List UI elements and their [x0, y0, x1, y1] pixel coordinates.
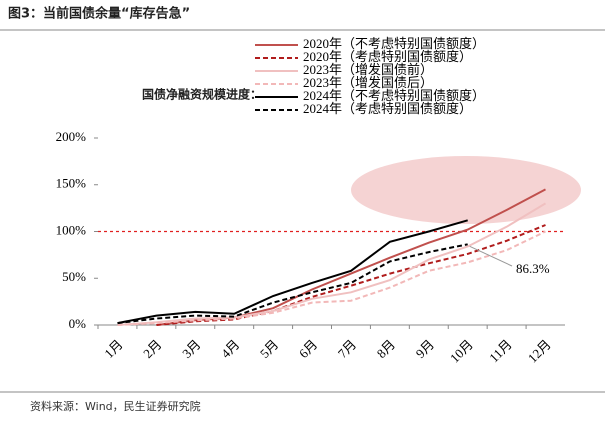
source: 资料来源：Wind，民生证券研究院	[30, 399, 201, 413]
x-tick-label: 5月	[257, 337, 281, 361]
y-tick-label: 150%	[56, 176, 87, 191]
x-tick-label: 10月	[447, 337, 476, 366]
x-tick-label: 3月	[179, 337, 203, 361]
y-tick-label: 100%	[56, 222, 87, 237]
legend-label: 2020年（不考虑特别国债额度）	[303, 36, 485, 51]
x-tick-label: 9月	[413, 337, 437, 361]
y-tick-label: 50%	[62, 269, 86, 284]
legend-label: 2024年（考虑特别国债额度）	[303, 101, 472, 116]
series-line	[117, 202, 547, 326]
x-tick-label: 1月	[101, 337, 125, 361]
legend-label: 2020年（考虑特别国债额度）	[303, 49, 472, 64]
series-line	[117, 219, 468, 325]
y-tick-label: 0%	[69, 316, 87, 331]
annotation: 86.3%	[516, 261, 550, 276]
legend-label: 2023年（增发国债前）	[303, 62, 433, 77]
x-tick-label: 12月	[525, 337, 554, 366]
legend-label: 2023年（增发国债后）	[303, 75, 433, 90]
x-tick-label: 7月	[335, 337, 359, 361]
y-tick-label: 200%	[56, 129, 87, 144]
legend-label: 2024年（不考虑特别国债额度）	[303, 88, 485, 103]
subtitle: 国债净融资规模进度：	[142, 87, 262, 102]
series-line	[156, 224, 546, 326]
x-tick-label: 6月	[296, 337, 320, 361]
highlight-ellipse	[351, 156, 581, 224]
series-line	[117, 243, 468, 325]
x-tick-label: 8月	[374, 337, 398, 361]
chart-title: 图3：当前国债余量“库存告急”	[8, 6, 190, 22]
x-tick-label: 4月	[218, 337, 242, 361]
annotation-pointer	[469, 245, 513, 267]
x-tick-label: 11月	[486, 337, 515, 366]
x-tick-label: 2月	[140, 337, 164, 361]
series-line	[117, 230, 546, 326]
